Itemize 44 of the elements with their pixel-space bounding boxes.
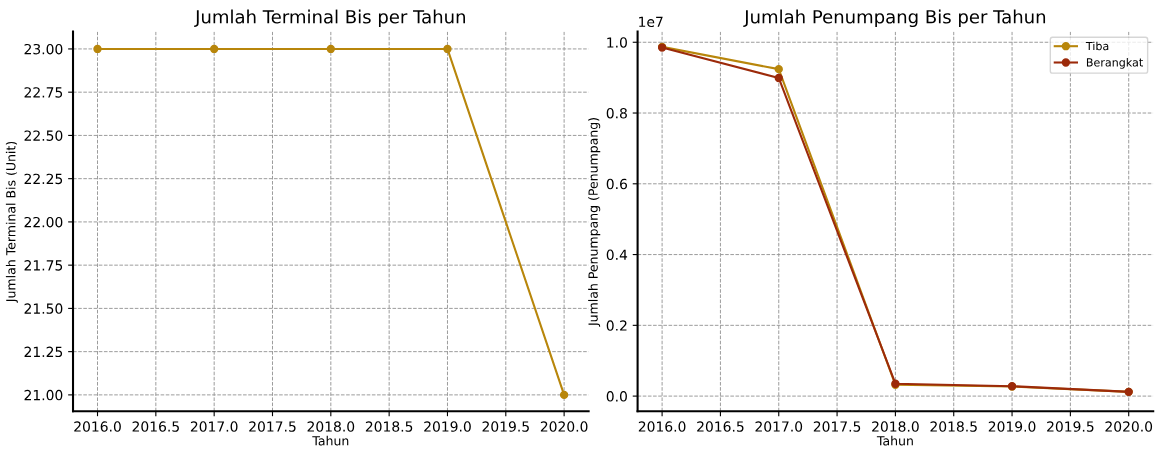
y-tick-label: 21.25 [24,346,63,358]
x-tick-label: 2018.5 [930,421,977,432]
y-tick-label: 0.4 [606,249,628,261]
x-tick-label: 2017.0 [755,421,803,432]
y-tick-label: 21.00 [24,389,63,401]
x-tick-label: 2017.5 [249,421,296,432]
text: 1e7 [639,16,663,28]
x-tick-label: 2019.5 [1047,421,1094,432]
y-tick-label: 0.0 [606,391,627,402]
point [774,64,783,74]
x-tick-label: 2018.0 [307,421,355,432]
y-tick-label: 0.8 [606,107,627,119]
x-tick-label: 2017.5 [813,421,861,432]
y-tick-label: 22.25 [24,173,63,185]
y-axis-title: Jumlah Penumpang (Penumpang) [588,118,601,327]
chart-title: Jumlah Penumpang Bis per Tahun [743,9,1046,28]
y-tick-label: 21.50 [24,303,63,314]
x-tick-label: 2019.0 [988,421,1036,432]
legend-label: Tiba [1085,41,1109,51]
x-tick-label: 2016.0 [74,421,121,432]
y-tick-label: 22.00 [24,216,63,228]
y-tick-label: 23.00 [24,43,63,55]
legend-label: Berangkat [1086,57,1143,69]
x-tick-label: 2016.5 [697,421,744,432]
x-tick-label: 2019.5 [482,421,529,432]
x-tick-label: 2017.0 [190,421,238,432]
x-axis-title: Tahun [876,435,913,446]
y-tick-label: 22.75 [24,87,63,98]
x-tick-label: 2018.0 [872,421,919,432]
x-axis-title: Tahun [312,435,349,446]
chart-title: Jumlah Terminal Bis per Tahun [194,9,465,28]
y-tick-label: 0.2 [606,320,627,331]
x-tick-label: 2016.0 [638,421,686,432]
y-tick-label: 0.6 [606,178,628,190]
point [774,73,783,83]
y-tick-label: 1.0 [607,37,627,48]
x-tick-label: 2020.0 [540,421,588,432]
y-axis-title: Jumlah Terminal Bis (Unit) [5,141,18,303]
y-tick-label: 21.75 [24,260,63,271]
x-tick-label: 2018.5 [365,421,413,432]
x-tick-label: 2020.0 [1105,421,1153,432]
y-tick-label: 22.50 [24,130,63,141]
x-tick-label: 2019.0 [424,421,471,432]
x-tick-label: 2016.5 [132,421,179,432]
